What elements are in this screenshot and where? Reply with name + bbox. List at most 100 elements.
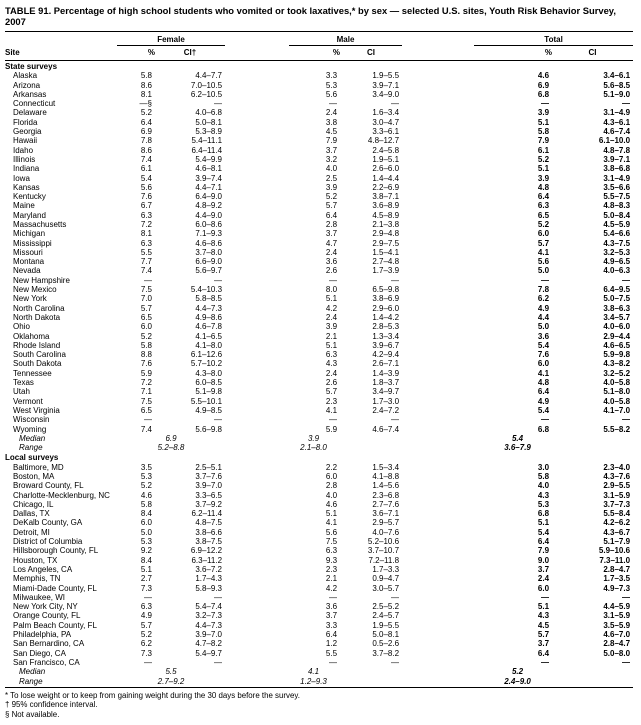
ci-value: 3.6–7.1 [372, 509, 400, 519]
ci-value: 0.5–2.6 [372, 639, 400, 649]
percent-value: 7.8 [140, 136, 152, 146]
percent-value: 6.9 [537, 80, 550, 90]
ci-value: 2.9–7.5 [372, 238, 400, 248]
total-ci-header: CI [552, 46, 634, 61]
table-row: Iowa 5.4 3.9–7.4 2.5 1.4–4.4 3.9 3.1–4.9 [5, 174, 633, 183]
percent-value: 2.2 [325, 462, 338, 472]
ci-value: 5.4–9.9 [195, 154, 223, 164]
ci-value: 6.0–8.6 [195, 219, 223, 229]
percent-value: 5.2 [325, 192, 338, 202]
site-name: West Virginia [13, 405, 60, 415]
ci-value: 3.1–4.9 [603, 173, 631, 183]
percent-value: 7.9 [537, 546, 550, 556]
percent-value: 3.8 [325, 117, 338, 127]
percent-value: 7.3 [140, 648, 152, 658]
percent-value: —§ [139, 99, 152, 109]
summary-row-label: Median [19, 667, 46, 677]
ci-value: — [391, 275, 400, 285]
ci-value: 4.9–8.6 [195, 312, 223, 322]
ci-value: 4.3–6.7 [603, 527, 631, 537]
percent-value: 2.1 [325, 574, 338, 584]
table-row: Kentucky 7.6 6.4–9.0 5.2 3.8–7.1 6.4 5.5–7.5 [5, 192, 633, 201]
ci-value: — [214, 415, 223, 425]
ci-value: 3.7–9.2 [195, 499, 223, 509]
site-name: Wisconsin [13, 415, 50, 425]
ci-value: — [214, 592, 223, 602]
ci-value: — [622, 657, 631, 667]
site-name: Rhode Island [13, 340, 61, 350]
percent-value: 8.4 [140, 509, 152, 519]
percent-value: 5.7 [325, 201, 338, 211]
percent-value: 5.6 [325, 89, 338, 99]
site-name: Baltimore, MD [13, 462, 64, 472]
ci-value: 4.6–6.5 [603, 340, 631, 350]
table-row: New York 7.0 5.8–8.5 5.1 3.8–6.9 6.2 5.0–7.5 [5, 294, 633, 303]
percent-value: 2.4 [325, 247, 338, 257]
table-row: Rhode Island 5.8 4.1–8.0 5.1 3.9–6.7 5.4 4.6–6… [5, 341, 633, 350]
female-column-group: Female [117, 30, 226, 47]
ci-value: 5.2–10.6 [367, 537, 400, 547]
percent-value: 7.2 [140, 378, 152, 388]
ci-value: 5.5–8.4 [603, 509, 631, 519]
site-name: Detroit, MI [13, 527, 50, 537]
ci-value: — [391, 415, 400, 425]
site-name: District of Columbia [13, 537, 83, 547]
site-name: New Hampshire [13, 275, 70, 285]
site-name: Utah [13, 387, 30, 397]
table-row: Montana 7.7 6.6–9.0 3.6 2.7–4.8 5.6 4.9–6.5 [5, 257, 633, 266]
percent-value: 2.4 [325, 368, 338, 378]
summary-row-label: Range [19, 443, 43, 453]
ci-value: 2.5–5.2 [372, 602, 400, 612]
ci-value: 7.2–11.8 [368, 555, 400, 565]
percent-value: 6.3 [140, 602, 152, 612]
ci-value: 4.9–8.5 [195, 405, 223, 415]
summary-value: 2.1–8.0 [300, 443, 327, 453]
ci-value: 4.0–5.8 [603, 396, 631, 406]
ci-value: 1.5–3.4 [372, 462, 400, 472]
percent-value: 5.0 [537, 322, 550, 332]
ci-value: 4.6–8.1 [195, 164, 223, 174]
percent-value: 6.4 [537, 192, 550, 202]
percent-value: 8.6 [140, 80, 152, 90]
site-column-spacer [5, 30, 117, 47]
ci-value: 1.4–5.6 [372, 481, 400, 491]
table-row: Philadelphia, PA 5.2 3.9–7.0 6.4 5.0–8.1 5.7 4… [5, 630, 633, 639]
ci-value: 4.0–6.0 [603, 322, 631, 332]
male-ci-header: CI [340, 46, 403, 61]
percent-value: 2.8 [325, 481, 338, 491]
ci-value: 3.7–8.2 [372, 648, 400, 658]
percent-value: 5.0 [537, 266, 550, 276]
ci-value: 2.3–6.8 [372, 490, 400, 500]
percent-value: 5.7 [537, 238, 550, 248]
ci-value: 3.3–6.1 [372, 127, 400, 137]
percent-value: — [329, 415, 338, 425]
table-row: Maryland 6.3 4.4–9.0 6.4 4.5–8.9 6.5 5.0–8.4 [5, 211, 633, 220]
percent-value: 4.5 [325, 127, 338, 137]
ci-value: 4.3–7.6 [603, 472, 631, 481]
percent-value: 5.6 [140, 182, 152, 192]
percent-value: 6.8 [537, 424, 550, 434]
table-row: Miami-Dade County, FL 7.3 5.8–9.3 4.2 3.0–5.… [5, 584, 633, 593]
ci-value: 3.1–5.9 [603, 611, 631, 621]
ci-value: 5.5–7.5 [603, 192, 631, 202]
table-row: Kansas 5.6 4.4–7.1 3.9 2.2–6.9 4.8 3.5–6.6 [5, 183, 633, 192]
site-name: Arkansas [13, 89, 47, 99]
percent-value: 5.2 [537, 219, 550, 229]
ci-value: 4.6–8.6 [195, 238, 223, 248]
percent-value: 5.4 [140, 173, 152, 183]
table-row: Hawaii 7.8 5.4–11.1 7.9 4.8–12.7 7.9 6.1–10.0 [5, 136, 633, 145]
ci-value: 4.6–7.4 [603, 127, 631, 137]
table-row: Maine 6.7 4.8–9.2 5.7 3.6–8.9 6.3 4.8–8.3 [5, 201, 633, 210]
ci-value: 3.1–4.9 [603, 108, 631, 118]
summary-row-label: Median [19, 433, 46, 443]
table-row: New Mexico 7.5 5.4–10.3 8.0 6.5–9.8 7.8 6.4–9.… [5, 285, 633, 294]
ci-value: 4.1–8.8 [372, 472, 400, 481]
percent-value: 6.4 [537, 387, 550, 397]
ci-value: 3.9–7.4 [195, 173, 223, 183]
percent-value: 5.2 [140, 481, 152, 491]
ci-value: 1.9–5.1 [372, 154, 400, 164]
ci-value: 4.5–5.9 [603, 219, 631, 229]
percent-value: 5.1 [537, 164, 550, 174]
ci-value: 6.0–8.5 [195, 378, 223, 388]
